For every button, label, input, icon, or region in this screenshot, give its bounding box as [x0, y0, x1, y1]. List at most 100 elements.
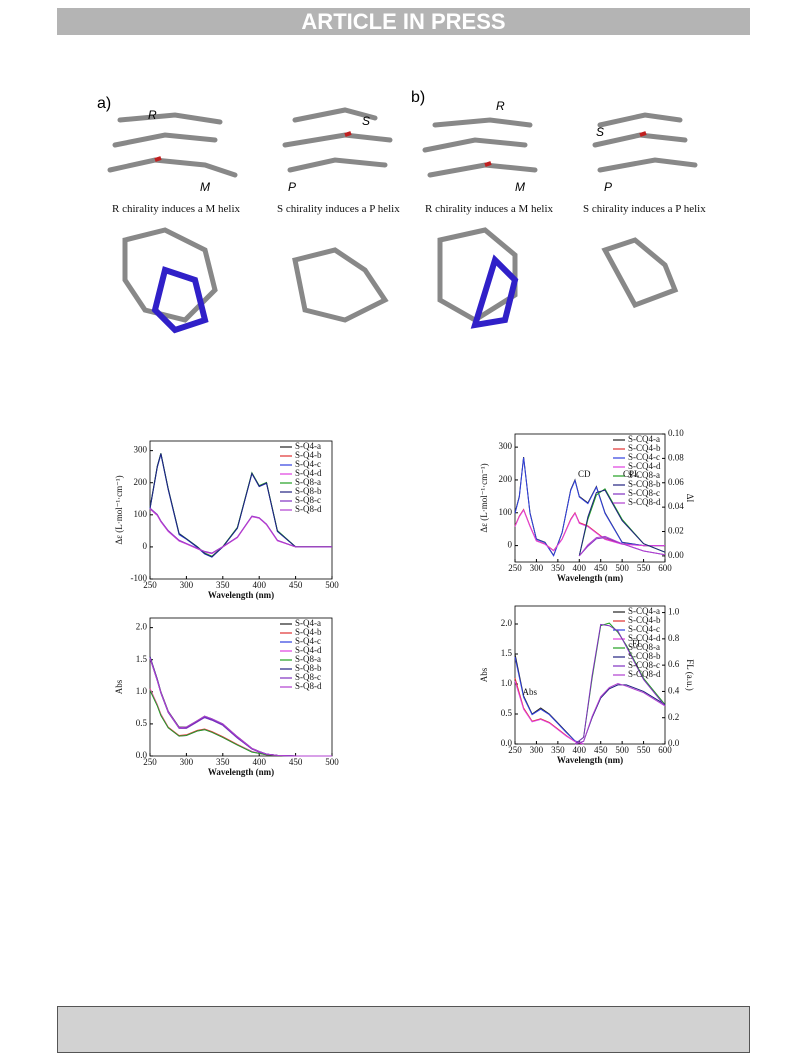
- legend-label: S-Q8-a: [295, 477, 321, 487]
- y2-tick-label: 0.4: [668, 685, 680, 695]
- legend-label: S-CQ8-b: [628, 651, 661, 661]
- stereo-label: S: [362, 114, 371, 128]
- legend-label: S-Q8-d: [295, 681, 322, 691]
- plot-frame: [514, 433, 666, 563]
- chart: 250 300 350 400 450 500 550 600 0 100 200 300 0.00 0.…: [479, 428, 695, 583]
- panel-label: b): [411, 89, 426, 106]
- y-tick-label: 200: [499, 474, 513, 484]
- series-line: [514, 656, 584, 745]
- legend-label: S-CQ8-a: [628, 642, 660, 652]
- series-line: [514, 457, 665, 557]
- annotation: FL: [632, 639, 643, 649]
- legend-label: S-Q4-c: [295, 636, 321, 646]
- plot-frame: [149, 617, 333, 757]
- legend-label: S-CQ4-d: [628, 461, 661, 471]
- x-tick-label: 450: [594, 745, 608, 755]
- y-tick-label: 200: [134, 477, 148, 487]
- plot-frame: [149, 440, 333, 580]
- series-line: [514, 680, 584, 745]
- legend-label: S-CQ8-c: [628, 488, 660, 498]
- series-line: [574, 623, 666, 745]
- x-tick-label: 350: [216, 580, 230, 590]
- y2-axis-label: FL (a.u.): [685, 659, 695, 690]
- annotation: CPL: [623, 469, 640, 479]
- y-axis-label: Δε (L·mol⁻¹·cm⁻¹): [479, 463, 489, 532]
- y-tick-label: -100: [131, 573, 148, 583]
- series-line: [574, 684, 666, 745]
- x-tick-label: 300: [530, 745, 544, 755]
- series-line: [578, 535, 666, 557]
- x-tick-label: 550: [637, 563, 651, 573]
- helix-label: M: [515, 180, 525, 194]
- helix-label: M: [200, 180, 210, 194]
- series-line: [514, 653, 584, 745]
- x-tick-label: 350: [551, 563, 565, 573]
- series-line: [149, 688, 332, 757]
- legend-label: S-Q8-b: [295, 486, 322, 496]
- legend-label: S-Q4-d: [295, 468, 322, 478]
- legend-label: S-CQ8-a: [628, 470, 660, 480]
- caption: S chirality induces a P helix: [583, 203, 706, 215]
- y2-tick-label: 0.00: [668, 550, 684, 560]
- y-tick-label: 2.0: [501, 618, 513, 628]
- y-tick-label: 300: [499, 441, 513, 451]
- legend-label: S-Q4-d: [295, 645, 322, 655]
- caption: S chirality induces a P helix: [277, 203, 400, 215]
- legend-label: S-Q4-a: [295, 618, 321, 628]
- y2-tick-label: 0.8: [668, 633, 680, 643]
- x-tick-label: 400: [573, 563, 587, 573]
- annotation: Abs: [523, 687, 538, 697]
- legend-label: S-Q8-b: [295, 663, 322, 673]
- y-tick-label: 100: [499, 507, 513, 517]
- x-tick-label: 500: [325, 757, 339, 767]
- x-tick-label: 350: [216, 757, 230, 767]
- legend-label: S-Q4-b: [295, 450, 322, 460]
- x-tick-label: 550: [637, 745, 651, 755]
- x-tick-label: 350: [551, 745, 565, 755]
- legend-label: S-Q8-c: [295, 495, 321, 505]
- y2-tick-label: 0.2: [668, 712, 679, 722]
- x-tick-label: 250: [143, 757, 157, 767]
- legend-label: S-Q4-c: [295, 459, 321, 469]
- chart: 250 300 350 400 450 500 -100 0 100 200 300 Waveleng…: [114, 440, 339, 600]
- chart: 250 300 350 400 450 500 550 6000.00.51.01.52.00…: [479, 605, 695, 765]
- x-axis-label: Wavelength (nm): [208, 767, 274, 777]
- y-tick-label: 0.5: [501, 708, 513, 718]
- x-tick-label: 450: [289, 580, 303, 590]
- x-axis-label: Wavelength (nm): [208, 590, 274, 600]
- x-tick-label: 400: [252, 580, 266, 590]
- legend-label: S-CQ8-c: [628, 660, 660, 670]
- y2-axis-label: ΔI: [685, 494, 695, 503]
- legend-label: S-CQ4-a: [628, 606, 660, 616]
- legend-label: S-Q4-a: [295, 441, 321, 451]
- y-axis-label: Abs: [114, 679, 124, 694]
- y-tick-label: 300: [134, 445, 148, 455]
- legend-label: S-CQ4-c: [628, 624, 660, 634]
- x-tick-label: 300: [180, 757, 194, 767]
- legend-label: S-Q8-c: [295, 672, 321, 682]
- y-tick-label: 1.5: [501, 648, 513, 658]
- y-tick-label: 0.0: [136, 750, 148, 760]
- helix-label: P: [288, 180, 297, 194]
- y-axis-label: Δε (L·mol⁻¹·cm⁻¹): [114, 475, 124, 544]
- series-line: [574, 682, 666, 745]
- stereo-label: R: [148, 108, 157, 122]
- series-line: [578, 489, 666, 557]
- y-tick-label: 1.5: [136, 654, 148, 664]
- y-tick-label: 0: [143, 541, 148, 551]
- y2-tick-label: 0.06: [668, 477, 684, 487]
- x-axis-label: Wavelength (nm): [557, 573, 623, 583]
- y-tick-label: 1.0: [501, 678, 513, 688]
- x-tick-label: 300: [180, 580, 194, 590]
- series-line: [149, 657, 332, 757]
- x-tick-label: 400: [573, 745, 587, 755]
- helix-label: P: [604, 180, 613, 194]
- caption: R chirality induces a M helix: [112, 203, 240, 215]
- y2-tick-label: 0.04: [668, 501, 684, 511]
- y-tick-label: 2.0: [136, 622, 148, 632]
- legend-label: S-CQ4-b: [628, 443, 661, 453]
- legend-label: S-CQ8-b: [628, 479, 661, 489]
- y2-tick-label: 0.02: [668, 526, 684, 536]
- x-axis-label: Wavelength (nm): [557, 755, 623, 765]
- x-tick-label: 450: [289, 757, 303, 767]
